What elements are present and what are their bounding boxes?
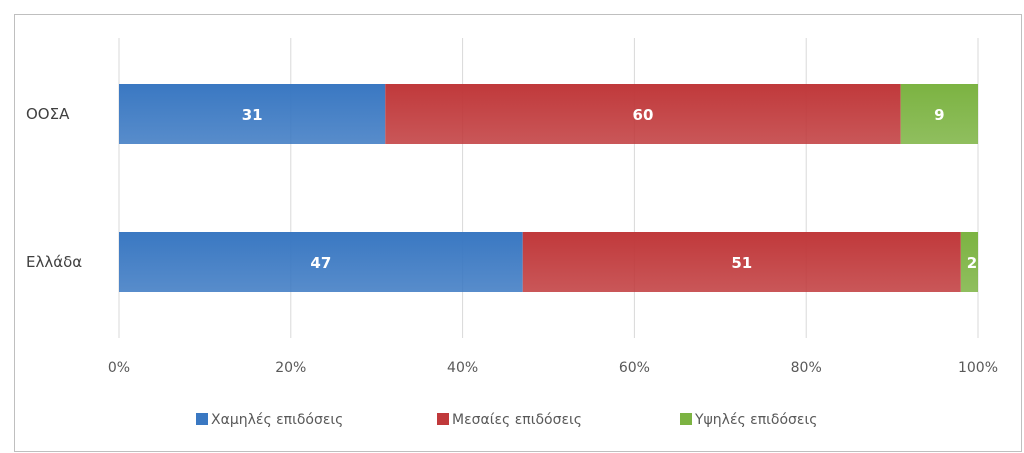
- x-tick-label-5: 100%: [958, 360, 998, 376]
- x-tick-label-4: 80%: [791, 360, 822, 376]
- x-tick-label-2: 40%: [447, 360, 478, 376]
- legend-label-1: Μεσαίες επιδόσεις: [452, 412, 582, 428]
- bar-1-2: [960, 232, 978, 292]
- category-label-0: ΟΟΣΑ: [26, 105, 70, 123]
- data-label-0-0: 31: [242, 106, 263, 124]
- data-label-1-2: 2: [967, 254, 977, 272]
- x-tick-label-1: 20%: [275, 360, 306, 376]
- data-label-0-1: 60: [633, 106, 654, 124]
- bar-0-1: [385, 84, 901, 144]
- legend-swatch-2: [680, 413, 692, 425]
- legend-swatch-1: [437, 413, 449, 425]
- legend-label-0: Χαμηλές επιδόσεις: [211, 412, 343, 428]
- bar-0-0: [119, 84, 386, 144]
- data-label-0-2: 9: [934, 106, 944, 124]
- legend-label-2: Υψηλές επιδόσεις: [694, 412, 817, 428]
- data-label-1-0: 47: [310, 254, 331, 272]
- x-tick-label-0: 0%: [108, 360, 130, 376]
- bar-0-2: [900, 84, 978, 144]
- legend-swatch-0: [196, 413, 208, 425]
- x-tick-label-3: 60%: [619, 360, 650, 376]
- bar-1-0: [119, 232, 523, 292]
- category-label-1: Ελλάδα: [26, 253, 82, 271]
- bar-1-1: [522, 232, 961, 292]
- data-label-1-1: 51: [731, 254, 752, 272]
